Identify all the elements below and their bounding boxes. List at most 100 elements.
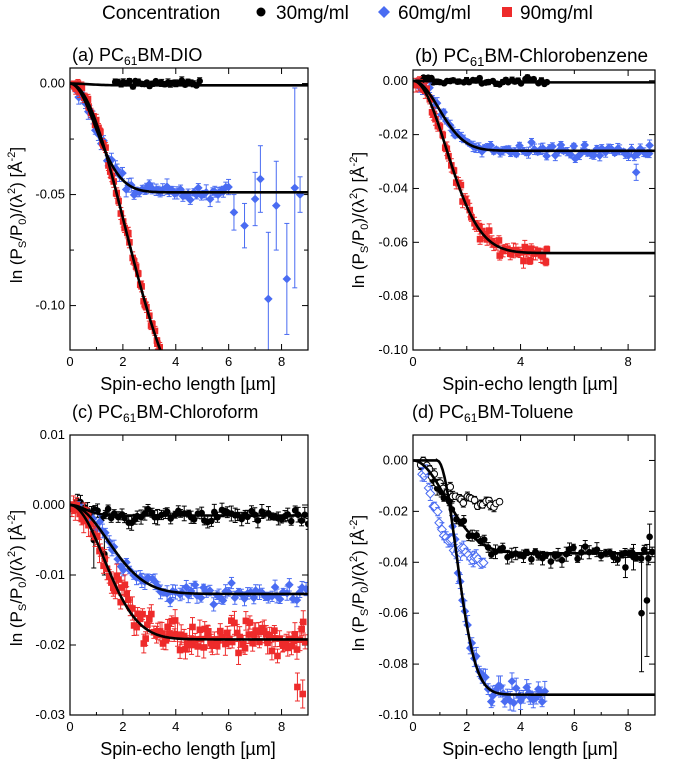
data-point: [270, 582, 280, 592]
data-point: [271, 627, 278, 634]
y-tick-label: -0.03: [35, 707, 65, 722]
data-point: [610, 148, 620, 158]
data-point: [200, 644, 208, 651]
data-point: [100, 562, 107, 570]
x-tick-label: 4: [172, 719, 179, 734]
data-point: [144, 621, 151, 628]
data-point: [144, 180, 154, 189]
panel-a: (a) PC61BM-DIO 0 2 4 6 8 0.00 -0.05 -0.10 Spin-…: [6, 45, 309, 394]
data-point: [304, 520, 308, 528]
plot-area: [70, 76, 308, 350]
panel-d-title: (d) PC61BM-Toluene: [412, 402, 573, 425]
plot-area: [413, 74, 655, 269]
data-point: [133, 623, 140, 631]
data-point: [211, 508, 218, 516]
data-point: [566, 150, 575, 159]
data-point: [228, 638, 236, 646]
panel-b-plot: 0 4 8 0.00 -0.02 -0.04 -0.06 -0.08 -0.10: [378, 69, 656, 369]
data-point: [434, 517, 445, 528]
data-point: [93, 532, 101, 540]
data-point: [255, 628, 263, 636]
x-tick-label: 0: [66, 354, 73, 369]
data-point: [136, 615, 144, 623]
data-point: [104, 505, 112, 513]
data-point: [182, 645, 189, 653]
data-point: [148, 610, 155, 618]
data-point: [188, 641, 195, 649]
data-point: [263, 593, 273, 602]
data-point: [117, 598, 124, 606]
data-point: [167, 185, 177, 195]
data-point: [205, 586, 215, 595]
data-point: [507, 676, 517, 686]
data-point: [495, 497, 504, 506]
legend: Concentration 30mg/ml 60mg/ml 90mg/ml: [102, 3, 593, 24]
panel-c-title: (c) PC61BM-Chloroform: [72, 402, 258, 425]
data-point: [153, 582, 163, 591]
data-point: [478, 557, 489, 568]
data-point: [163, 508, 171, 516]
data-point: [190, 516, 198, 523]
data-point: [439, 107, 448, 117]
data-point: [593, 546, 601, 553]
data-point: [95, 517, 105, 526]
x-tick-label: 0: [66, 719, 73, 734]
y-tick-label: 0.00: [383, 452, 408, 467]
data-point: [222, 640, 229, 648]
data-point: [432, 506, 443, 517]
y-tick-label: -0.06: [378, 234, 408, 249]
data-point: [196, 593, 206, 603]
fit-curve: [413, 459, 655, 555]
data-point: [209, 600, 218, 609]
data-point: [165, 596, 175, 605]
data-point: [142, 635, 149, 642]
data-point: [467, 638, 477, 648]
data-point: [80, 517, 88, 525]
y-tick-label: -0.10: [378, 707, 408, 722]
data-point: [539, 253, 547, 260]
x-tick-label: 2: [119, 354, 126, 369]
panel-c: (c) PC61BM-Chloroform 0 2 4 6 8 0.01 0.000 -0.0…: [6, 402, 309, 759]
data-point: [580, 140, 590, 150]
data-point: [267, 592, 277, 601]
data-point: [530, 75, 538, 83]
data-point: [481, 672, 490, 682]
data-point: [194, 183, 203, 193]
series-60mg-ml-open-: [417, 464, 489, 569]
data-point: [548, 142, 557, 151]
data-point: [570, 544, 577, 551]
data-point: [278, 587, 288, 597]
data-point: [168, 617, 176, 625]
data-point: [542, 258, 550, 266]
data-point: [108, 579, 115, 586]
data-point: [102, 144, 109, 151]
data-point: [295, 587, 305, 597]
data-point: [595, 151, 605, 160]
data-point: [288, 594, 298, 604]
x-tick-label: 6: [225, 719, 232, 734]
data-point: [476, 74, 483, 82]
data-point: [250, 631, 258, 638]
x-tick-label: 8: [278, 719, 285, 734]
data-point: [249, 639, 256, 647]
data-point: [118, 168, 127, 178]
data-point: [167, 515, 174, 522]
data-point: [463, 199, 471, 206]
data-point: [485, 227, 493, 234]
plot-frame: [69, 434, 309, 716]
data-point: [470, 496, 479, 504]
data-point: [171, 617, 179, 624]
data-point: [645, 141, 654, 150]
data-point: [140, 640, 148, 647]
data-point: [638, 609, 645, 617]
panel-d-xlabel: Spin-echo length [µm]: [442, 739, 617, 759]
data-point: [190, 580, 200, 590]
data-point: [246, 587, 255, 597]
data-point: [583, 148, 592, 158]
data-point: [291, 630, 299, 638]
data-point: [78, 84, 86, 92]
data-point: [242, 617, 250, 625]
panel-a-title: (a) PC61BM-DIO: [72, 45, 202, 68]
data-point: [543, 246, 551, 253]
series-30mg-ml-open-: [416, 456, 504, 513]
